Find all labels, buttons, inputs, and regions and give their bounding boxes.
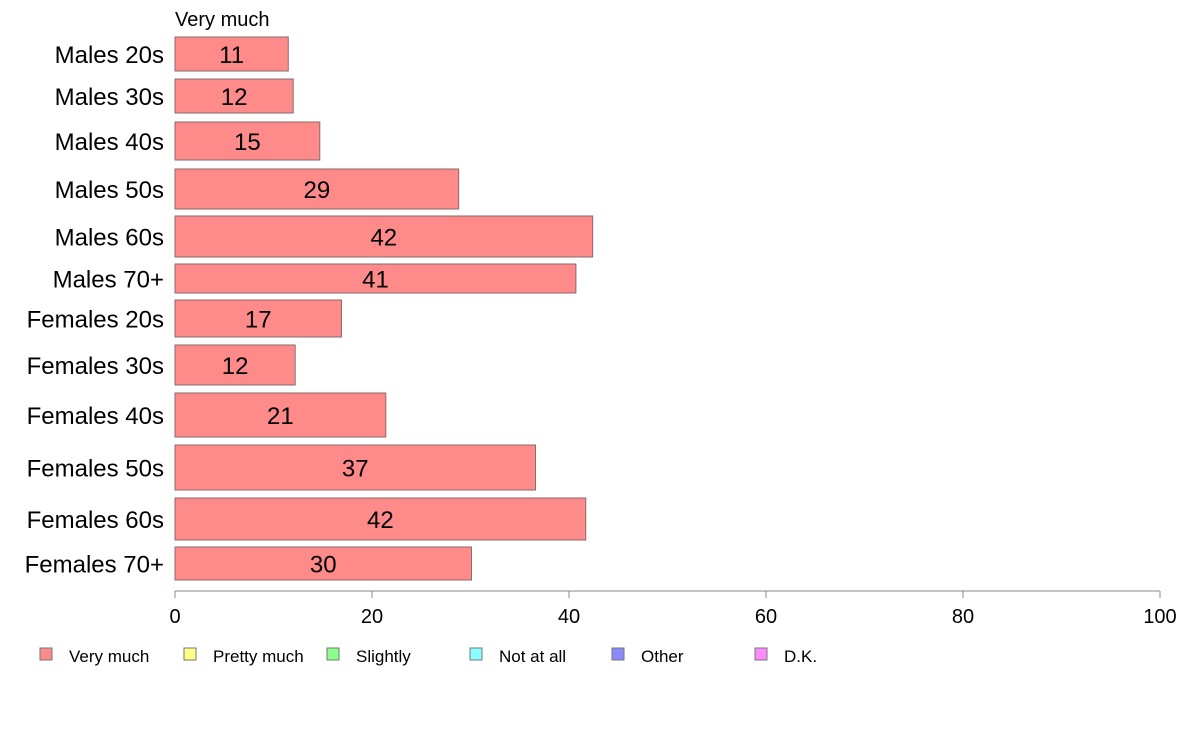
bar <box>174 299 342 338</box>
bar <box>174 497 587 541</box>
x-tick-label: 80 <box>952 606 974 628</box>
x-tick-label: 60 <box>755 606 777 628</box>
category-label: Males 40s <box>55 129 164 156</box>
category-label: Females 60s <box>27 507 164 534</box>
category-label: Females 50s <box>27 456 164 483</box>
legend-swatch <box>754 647 768 661</box>
bar-value-label: 17 <box>245 307 272 334</box>
legend-label: D.K. <box>784 647 817 666</box>
legend-label: Not at all <box>499 647 566 666</box>
bars-group: 11 12 15 29 42 41 17 12 21 37 42 30 <box>174 36 594 581</box>
bar-value-label: 42 <box>370 225 397 252</box>
bar-value-label: 21 <box>267 403 294 430</box>
legend-swatch <box>39 647 53 661</box>
bar <box>174 36 289 72</box>
category-labels: Males 20s Males 30s Males 40s Males 50s Male… <box>25 42 164 579</box>
legend-swatch <box>469 647 483 661</box>
legend-label: Slightly <box>356 647 411 666</box>
bar-value-label: 12 <box>222 353 249 380</box>
x-tick-label: 40 <box>558 606 580 628</box>
x-tick-label: 100 <box>1143 606 1176 628</box>
bar-value-label: 29 <box>303 177 330 204</box>
legend-swatch <box>183 647 197 661</box>
category-label: Females 30s <box>27 353 164 380</box>
legend-label: Pretty much <box>213 647 304 666</box>
bar <box>174 546 472 581</box>
legend: Very much Pretty much Slightly Not at all Ot… <box>39 647 817 666</box>
series-header: Very much <box>175 9 269 31</box>
x-axis: 0 20 40 60 80 100 <box>169 590 1177 628</box>
bar-value-label: 11 <box>219 42 244 69</box>
bar-value-label: 12 <box>221 84 248 111</box>
category-label: Males 60s <box>55 225 164 252</box>
category-label: Males 70+ <box>53 267 164 294</box>
bar <box>174 392 387 438</box>
bar <box>174 263 577 294</box>
category-label: Females 40s <box>27 403 164 430</box>
bar-value-label: 30 <box>310 552 337 579</box>
legend-label: Other <box>641 647 684 666</box>
category-label: Males 20s <box>55 42 164 69</box>
bar <box>174 344 296 386</box>
bar-value-label: 42 <box>367 507 394 534</box>
bar-value-label: 15 <box>234 129 261 156</box>
x-tick-label: 20 <box>361 606 383 628</box>
bar <box>174 444 537 491</box>
bar <box>174 78 294 114</box>
bar <box>174 168 460 210</box>
legend-swatch <box>611 647 625 661</box>
category-label: Males 30s <box>55 84 164 111</box>
bar-value-label: 41 <box>362 267 389 294</box>
bar-value-label: 37 <box>342 456 369 483</box>
legend-swatch <box>326 647 340 661</box>
category-label: Males 50s <box>55 177 164 204</box>
bar <box>174 121 321 161</box>
x-tick-label: 0 <box>169 606 180 628</box>
legend-label: Very much <box>69 647 149 666</box>
category-label: Females 20s <box>27 307 164 334</box>
category-label: Females 70+ <box>25 552 164 579</box>
bar <box>174 215 594 258</box>
